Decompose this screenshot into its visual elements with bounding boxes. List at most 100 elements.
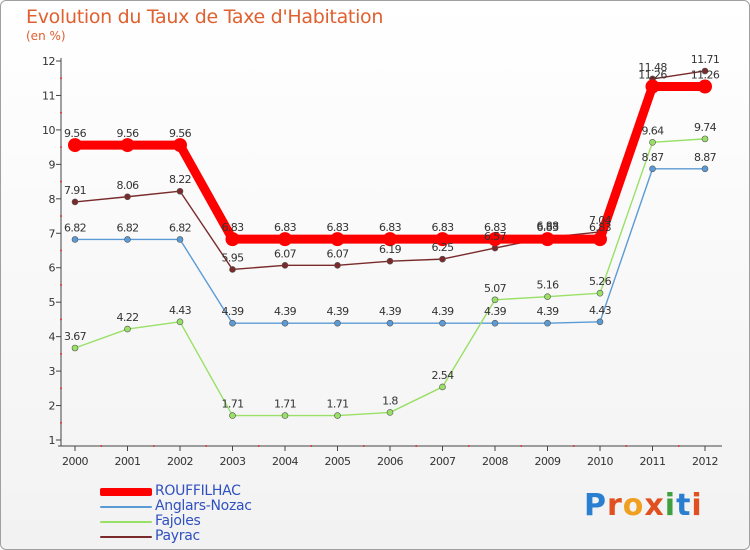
data-point (386, 409, 394, 416)
x-tick-label: 2011 (640, 455, 666, 468)
legend-swatch (100, 506, 152, 508)
data-point (596, 318, 604, 326)
y-tick-label: 9 (49, 158, 56, 171)
x-tick-label: 2004 (272, 455, 298, 468)
data-label: 6.83 (536, 221, 559, 234)
data-point (383, 232, 397, 247)
data-point (124, 236, 131, 243)
data-point (71, 344, 79, 352)
data-label: 6.07 (274, 247, 297, 260)
data-label: 6.83 (379, 221, 402, 234)
y-tick-label: 12 (42, 55, 55, 68)
data-label: 6.57 (484, 230, 507, 243)
data-point (68, 138, 82, 153)
data-label: 4.39 (536, 305, 559, 318)
data-point (544, 293, 551, 300)
legend-label: Anglars-Nozac (155, 498, 252, 514)
data-point (120, 138, 135, 153)
data-label: 1.8 (382, 394, 398, 407)
y-tick-label: 8 (49, 193, 56, 206)
data-label: 5.07 (484, 282, 507, 295)
data-label: 6.83 (484, 221, 507, 234)
x-tick-label: 2007 (430, 455, 456, 468)
data-point (281, 262, 289, 269)
data-label: 4.43 (169, 304, 192, 317)
data-point (698, 79, 712, 94)
y-tick-label: 3 (49, 365, 56, 378)
chart-subtitle: (en %) (26, 29, 66, 43)
y-tick-label: 2 (49, 400, 56, 413)
legend-swatch (100, 536, 152, 538)
data-point (544, 319, 551, 327)
y-tick-label: 4 (49, 331, 56, 344)
x-tick-label: 2003 (220, 455, 246, 468)
y-tick-label: 6 (49, 262, 56, 275)
data-point (229, 412, 236, 419)
data-point (281, 319, 289, 327)
logo-letter: i (664, 488, 677, 523)
x-tick-label: 2005 (325, 455, 351, 468)
data-point (176, 236, 184, 243)
data-point (225, 232, 240, 247)
data-point (439, 319, 446, 327)
legend-item-fajoles: Fajoles (100, 513, 340, 529)
data-label: 1.71 (221, 398, 243, 411)
data-label: 9.56 (116, 127, 139, 140)
logo-letter: P (584, 488, 607, 523)
data-label: 1.71 (326, 398, 348, 411)
data-label: 11.26 (691, 68, 720, 81)
data-label: 8.06 (116, 179, 139, 192)
legend-label: ROUFFILHAC (155, 483, 241, 499)
x-tick-label: 2000 (62, 455, 88, 468)
data-label: 5.16 (536, 279, 559, 292)
data-point (645, 79, 660, 94)
x-tick-label: 2006 (377, 455, 403, 468)
x-tick-label: 2001 (115, 455, 141, 468)
data-label: 9.56 (64, 127, 87, 140)
data-point (173, 138, 187, 153)
data-point (334, 262, 341, 269)
data-point (439, 383, 446, 391)
y-tick-label: 5 (49, 296, 56, 309)
legend-label: Payrac (155, 528, 200, 544)
data-label: 9.64 (641, 124, 664, 137)
data-label: 6.83 (221, 221, 244, 234)
x-tick-label: 2010 (587, 455, 613, 468)
data-point (593, 232, 607, 247)
data-label: 4.39 (221, 305, 244, 318)
data-point (386, 319, 394, 327)
data-point (71, 198, 79, 206)
data-label: 5.95 (221, 251, 244, 264)
data-label: 8.87 (641, 151, 664, 164)
data-label: 4.39 (379, 305, 402, 318)
x-tick-label: 2009 (535, 455, 561, 468)
data-point (649, 165, 656, 173)
data-point (435, 232, 450, 247)
legend-item-rouffilhac: ROUFFILHAC (100, 483, 340, 499)
data-point (176, 187, 184, 195)
data-label: 6.83 (431, 221, 454, 234)
logo-letter: i (691, 488, 703, 523)
data-point (278, 232, 292, 247)
data-point (488, 232, 502, 247)
y-tick-label: 7 (49, 227, 56, 240)
data-label: 4.39 (326, 305, 349, 318)
data-point (701, 165, 709, 173)
data-label: 11.48 (638, 61, 667, 74)
data-label: 8.87 (694, 151, 717, 164)
y-tick-label: 1 (49, 434, 56, 447)
proxiti-logo: Proxiti (584, 488, 703, 523)
data-label: 11.71 (691, 53, 720, 66)
data-label: 11.26 (638, 68, 667, 81)
x-tick-label: 2002 (167, 455, 193, 468)
data-point (701, 67, 709, 75)
data-label: 6.19 (379, 243, 402, 256)
data-label: 5.26 (589, 275, 612, 288)
logo-letter: o (622, 488, 645, 523)
data-point (124, 193, 131, 201)
data-label: 4.39 (484, 305, 507, 318)
y-tick-label: 10 (42, 124, 55, 137)
data-label: 4.43 (589, 304, 612, 317)
data-label: 4.39 (274, 305, 297, 318)
